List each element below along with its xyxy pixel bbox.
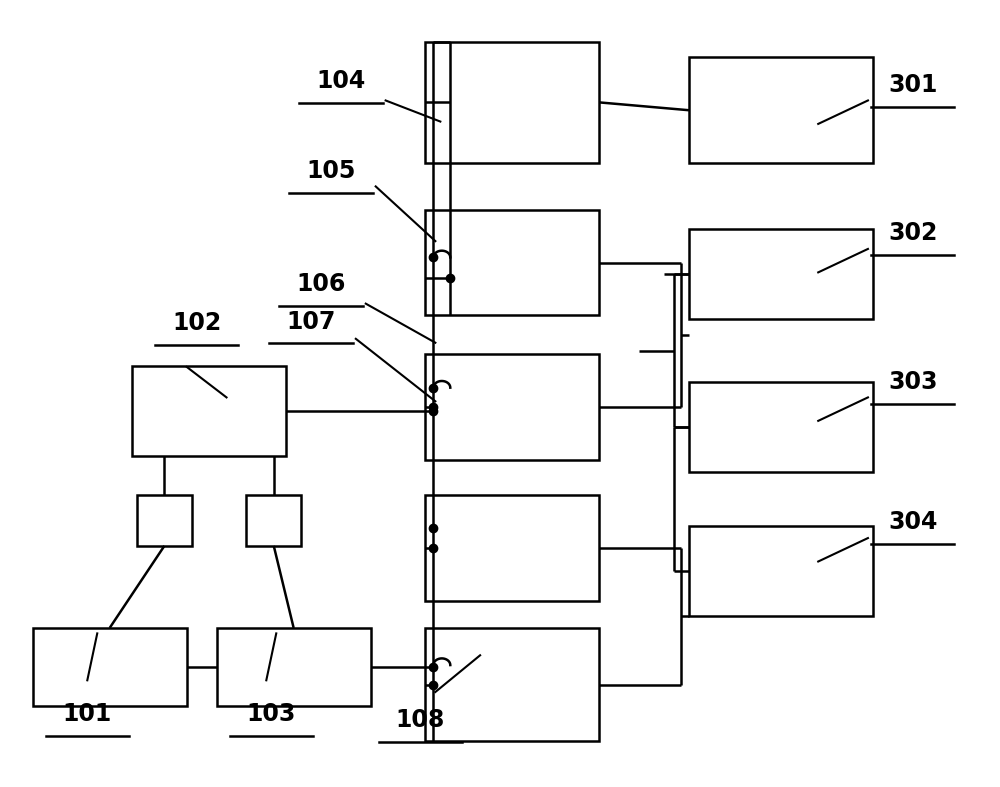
Text: 103: 103	[247, 702, 296, 726]
Text: 101: 101	[63, 702, 112, 726]
Bar	[425, 354, 599, 460]
Bar	[425, 495, 599, 600]
Bar	[425, 628, 599, 741]
Bar	[689, 527, 873, 616]
Text: 102: 102	[172, 311, 221, 335]
Bar	[246, 495, 301, 546]
Bar	[33, 628, 187, 706]
Text: 302: 302	[888, 221, 937, 246]
Bar	[425, 210, 599, 316]
Bar	[689, 57, 873, 163]
Text: 304: 304	[888, 511, 937, 534]
Text: 105: 105	[306, 159, 356, 183]
Text: 301: 301	[888, 73, 937, 97]
Text: 106: 106	[296, 272, 346, 296]
Bar	[689, 382, 873, 471]
Text: 107: 107	[286, 309, 336, 334]
Bar	[689, 229, 873, 320]
Bar	[132, 366, 286, 456]
Text: 303: 303	[888, 370, 937, 394]
Bar	[217, 628, 371, 706]
Bar	[425, 42, 599, 163]
Text: 108: 108	[396, 708, 445, 732]
Text: 104: 104	[316, 69, 366, 93]
Bar	[137, 495, 192, 546]
